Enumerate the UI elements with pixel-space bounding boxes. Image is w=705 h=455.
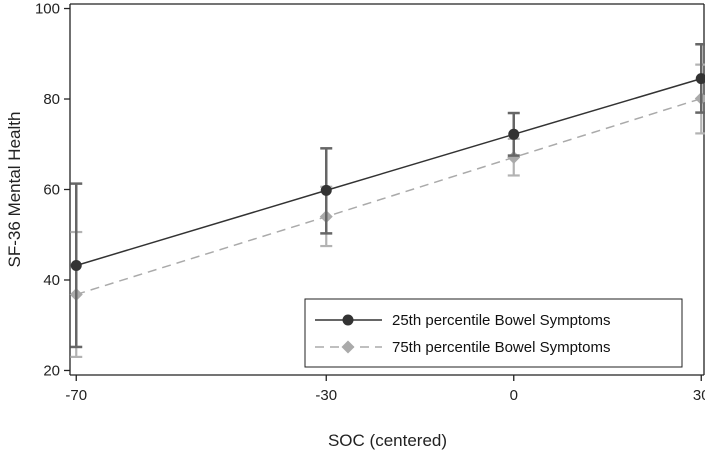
- x-tick-label: -30: [315, 387, 337, 404]
- legend: 25th percentile Bowel Symptoms 75th perce…: [304, 298, 683, 368]
- data-point: [508, 128, 520, 140]
- x-tick-label: 30: [693, 387, 705, 404]
- data-point: [320, 184, 332, 196]
- x-tick-label: -70: [65, 387, 87, 404]
- series-line: [76, 97, 702, 296]
- y-tick-label: 80: [43, 91, 60, 108]
- legend-label-1: 25th percentile Bowel Symptoms: [392, 312, 610, 329]
- legend-box: [304, 298, 683, 368]
- legend-marker-1: [342, 314, 354, 326]
- data-point: [70, 260, 82, 272]
- y-tick-label: 20: [43, 362, 60, 379]
- data-point: [507, 150, 521, 164]
- x-axis-title: SOC (centered): [328, 431, 447, 450]
- axes: 20 40 60 80 100 -70 -30 0 30 SOC (centered) SF-36 …: [5, 1, 705, 450]
- y-tick-label: 40: [43, 272, 60, 289]
- legend-label-2: 75th percentile Bowel Symptoms: [392, 339, 610, 356]
- y-tick-label: 60: [43, 182, 60, 199]
- series-layer: [69, 43, 705, 359]
- series-1: [70, 43, 705, 349]
- legend-marker-2: [341, 340, 355, 354]
- y-tick-label: 100: [35, 1, 60, 18]
- data-point: [695, 73, 705, 85]
- series-line: [76, 77, 702, 267]
- y-axis-title: SF-36 Mental Health: [5, 112, 24, 268]
- x-tick-label: 0: [510, 387, 518, 404]
